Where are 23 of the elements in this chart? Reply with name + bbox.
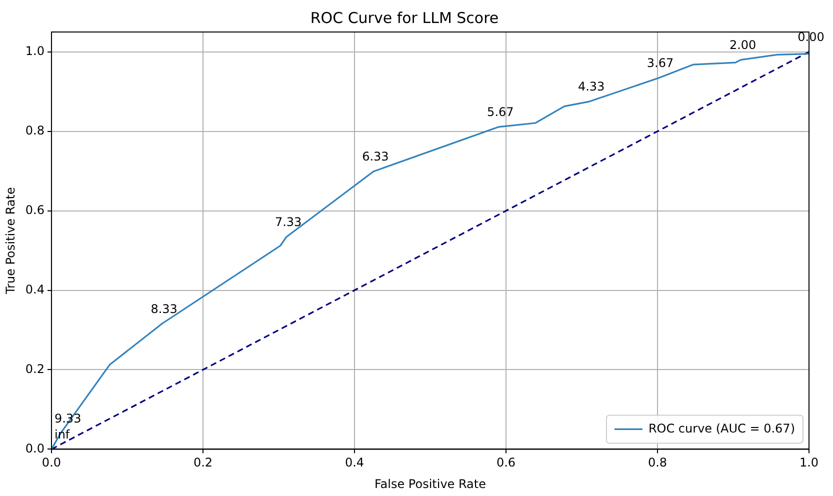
x-tick-label: 0.4 (344, 456, 364, 470)
y-tick-label: 0.2 (25, 362, 44, 376)
y-tick-label: 0.4 (25, 282, 44, 296)
y-axis-title: True Positive Rate (3, 187, 18, 296)
annotation: 3.67 (646, 56, 674, 70)
y-tick-label: 0.0 (25, 441, 44, 456)
legend-label: ROC curve (AUC = 0.67) (648, 421, 796, 436)
annotation: 7.33 (274, 215, 302, 230)
y-tick-label: 1.0 (25, 44, 44, 58)
x-tick-label: 0.6 (496, 456, 516, 470)
annotation: 2.00 (729, 38, 756, 52)
y-tick-label: 0.6 (25, 202, 44, 217)
annotation: 5.67 (487, 105, 514, 120)
annotation: 6.33 (362, 150, 389, 164)
x-tick-label: 1.0 (799, 456, 819, 470)
annotation: 4.33 (578, 80, 605, 94)
x-tick-label: 0.0 (42, 456, 62, 470)
chart-title: ROC Curve for LLM Score (310, 8, 499, 27)
annotation: 8.33 (150, 302, 178, 316)
y-tick-label: 0.8 (25, 123, 44, 138)
x-tick-label: 0.8 (648, 456, 668, 470)
x-tick-label: 0.2 (193, 456, 213, 470)
x-axis-title: False Positive Rate (374, 476, 486, 491)
